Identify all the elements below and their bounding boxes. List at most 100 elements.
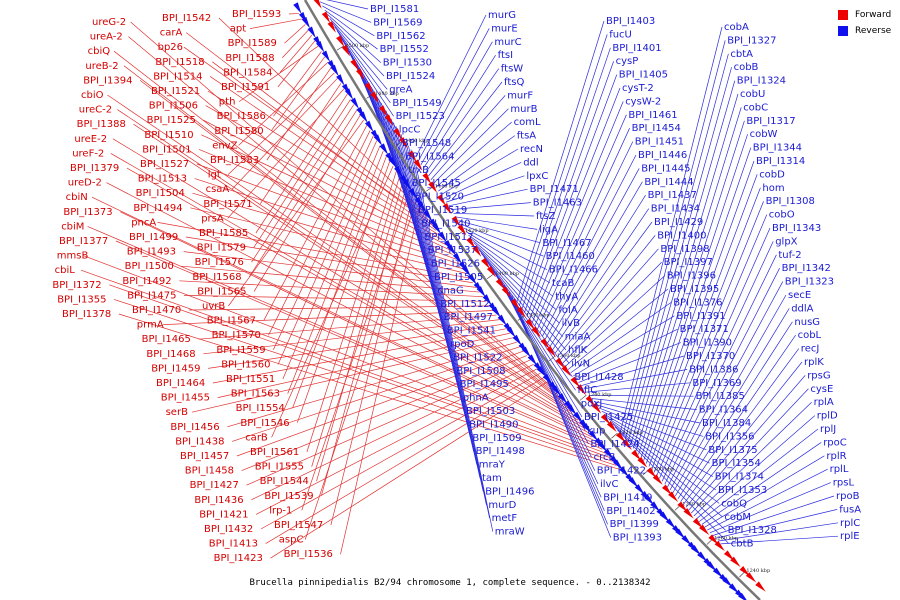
forward-feature [531, 326, 541, 338]
forward-leader-line [238, 45, 319, 102]
reverse-leader-line [704, 455, 825, 528]
forward-leader-line [118, 313, 620, 470]
forward-feature [723, 550, 735, 561]
forward-feature [730, 556, 741, 567]
reverse-gene-label: BPI_I1385 [696, 391, 745, 402]
forward-gene-label: serB [166, 407, 188, 418]
forward-gene-label: BPI_I1493 [127, 247, 176, 258]
forward-leader-line [218, 17, 424, 212]
forward-leader-line [209, 76, 437, 231]
forward-leader-line [113, 50, 558, 396]
forward-leader-line [316, 181, 404, 482]
reverse-leader-line [521, 47, 611, 310]
reverse-leader-line [560, 248, 659, 360]
reverse-leader-line [531, 101, 624, 323]
forward-feature [570, 376, 581, 388]
reverse-gene-label: ftsI [498, 50, 513, 61]
forward-gene-label: BPI_I1576 [195, 257, 244, 268]
reverse-gene-label: BPI_I1460 [546, 251, 595, 262]
reverse-leader-line [324, 9, 378, 50]
forward-leader-line [282, 145, 381, 380]
reverse-gene-label: BPI_I1445 [641, 163, 690, 174]
forward-gene-label: BPI_I1500 [125, 261, 174, 272]
forward-leader-line [266, 67, 332, 161]
reverse-gene-label: BPI_I1422 [597, 466, 646, 477]
forward-leader-line [320, 186, 407, 496]
forward-gene-label: carA [160, 28, 183, 39]
reverse-gene-label: murB [510, 104, 537, 115]
reverse-leader-line [682, 348, 800, 505]
forward-gene-label: BPI_I1372 [52, 280, 101, 291]
reverse-feature [364, 120, 374, 133]
forward-leader-line [107, 94, 569, 408]
reverse-gene-label: BPI_I1434 [651, 204, 700, 215]
forward-leader-line [227, 88, 345, 219]
reverse-leader-line [443, 162, 522, 199]
reverse-leader-line [398, 130, 474, 452]
reverse-leader-line [552, 208, 650, 350]
forward-feature [341, 44, 351, 57]
reverse-leader-line [672, 294, 787, 494]
reverse-gene-label: BPI_I1343 [772, 223, 821, 234]
forward-leader-line [246, 359, 531, 486]
reverse-feature [394, 165, 403, 178]
forward-feature [422, 172, 432, 184]
reverse-gene-label: nusG [794, 317, 820, 328]
reverse-leader-line [549, 195, 646, 347]
forward-leader-line [301, 191, 410, 511]
reverse-gene-label: ftsQ [504, 77, 524, 88]
reverse-feature [482, 294, 492, 306]
forward-gene-label: BPI_I1373 [63, 207, 112, 218]
reverse-feature [619, 466, 630, 478]
reverse-leader-line [453, 212, 535, 217]
reverse-leader-line [438, 135, 516, 192]
forward-gene-label: BPI_I1504 [136, 188, 185, 199]
forward-leader-line [236, 350, 524, 457]
reverse-leader-line [413, 153, 494, 532]
forward-leader-line [270, 381, 548, 559]
reverse-gene-label: lpcC [399, 125, 421, 136]
forward-feature [576, 384, 587, 396]
forward-leader-line [185, 236, 473, 284]
forward-leader-line [130, 21, 551, 387]
reverse-gene-label: BPI_I1327 [727, 35, 776, 46]
reverse-feature [603, 448, 614, 460]
reverse-leader-line [675, 308, 790, 497]
forward-leader-line [205, 105, 443, 241]
reverse-gene-label: recN [520, 144, 543, 155]
reverse-feature [388, 156, 397, 169]
forward-gene-label: BPI_I1421 [199, 509, 248, 520]
forward-leader-line [268, 130, 371, 336]
scale-tick-label: 1320 kbp [619, 430, 643, 436]
forward-gene-label: BPI_I1568 [192, 272, 241, 283]
reverse-leader-line [410, 149, 490, 519]
reverse-gene-label: ilvB [562, 318, 580, 329]
forward-leader-line [113, 299, 617, 466]
forward-gene-label: BPI_I1521 [151, 86, 200, 97]
forward-gene-label: BPI_I1593 [232, 9, 281, 20]
scale-tick [486, 273, 494, 279]
forward-leader-line [106, 182, 589, 434]
forward-gene-label: ureB-2 [85, 61, 118, 72]
reverse-gene-label: glpX [775, 236, 797, 247]
scale-tick-label: 1260 kbp [714, 535, 738, 541]
reverse-gene-label: rplA [814, 397, 834, 408]
reverse-gene-label: kup [587, 425, 605, 436]
reverse-gene-label: BPI_I1353 [718, 485, 767, 496]
forward-leader-line [207, 90, 440, 236]
forward-feature [384, 114, 394, 127]
forward-gene-label: BPI_I1355 [57, 294, 106, 305]
reverse-leader-line [400, 134, 478, 465]
forward-gene-label: BPI_I1565 [197, 286, 246, 297]
reverse-feature [728, 583, 740, 594]
forward-gene-label: BPI_I1555 [255, 462, 304, 473]
reverse-feature [476, 286, 486, 298]
reverse-feature [438, 231, 448, 243]
reverse-leader-line [685, 361, 803, 508]
forward-leader-line [277, 40, 316, 88]
forward-gene-label: BPI_I1518 [155, 57, 204, 68]
reverse-leader-line [435, 121, 512, 188]
reverse-gene-label: BPI_I1384 [702, 418, 751, 429]
scale-tick-label: 1480 kbp [375, 91, 399, 97]
reverse-gene-label: ftsZ [536, 211, 555, 222]
